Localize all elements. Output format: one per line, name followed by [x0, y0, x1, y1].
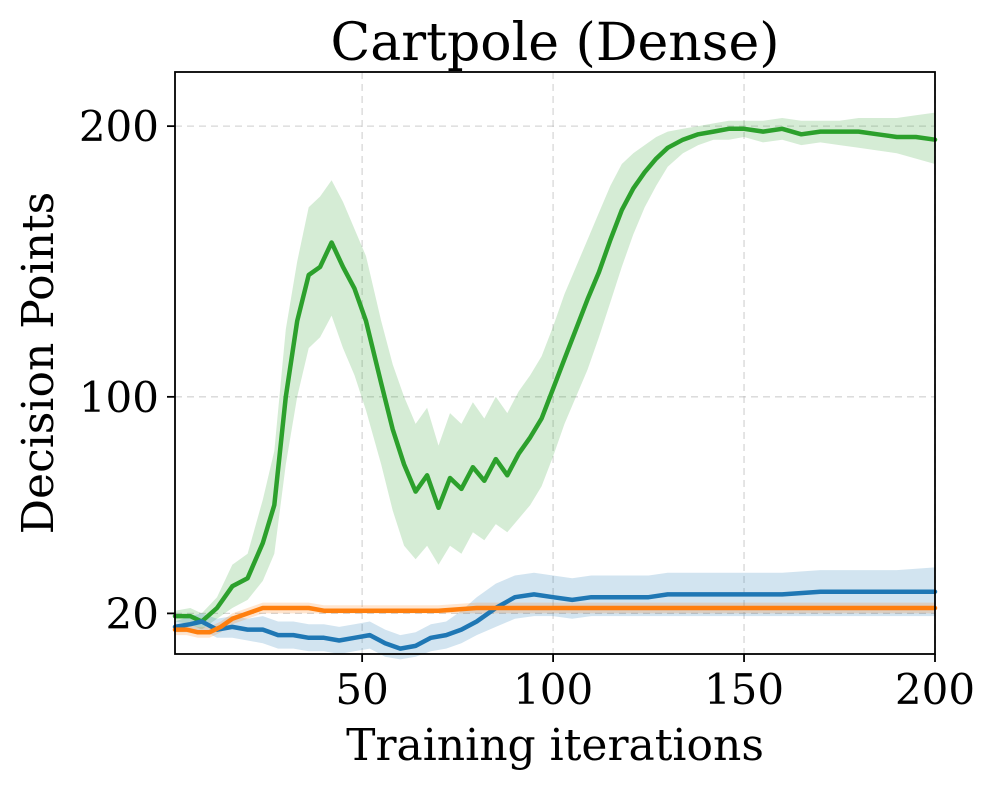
x-tick-label: 100 [513, 665, 593, 714]
y-tick-label: 200 [79, 102, 159, 151]
x-axis-label: Training iterations [346, 720, 764, 771]
band-green [175, 112, 935, 630]
x-tick-label: 150 [704, 665, 784, 714]
chart-title: Cartpole (Dense) [330, 13, 779, 73]
y-tick-label: 100 [79, 373, 159, 422]
x-tick-label: 200 [895, 665, 975, 714]
y-axis-label: Decision Points [13, 192, 64, 534]
tick-layer: 50 100 150 200 20 100 200 [79, 102, 975, 714]
series-line-blue [172, 589, 938, 651]
y-tick-label: 20 [106, 589, 159, 638]
x-tick-label: 50 [335, 665, 388, 714]
plot-frame [174, 71, 936, 655]
series-line-green [172, 126, 938, 624]
line-layer [172, 126, 938, 651]
series-line-orange [172, 605, 938, 635]
